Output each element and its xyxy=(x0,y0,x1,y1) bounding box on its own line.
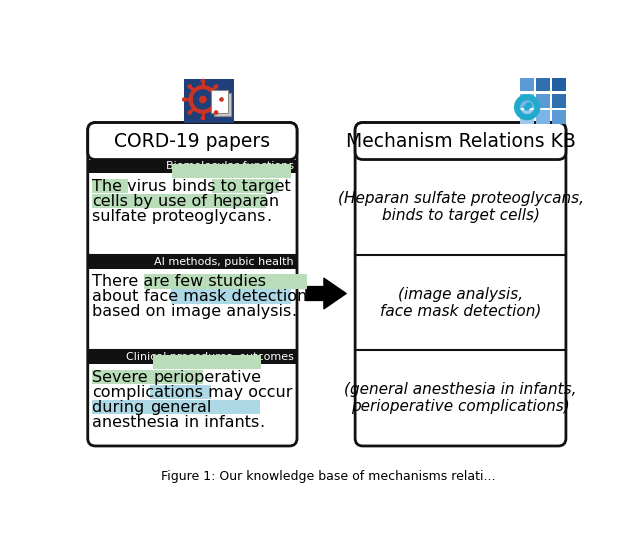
Text: binds to target: binds to target xyxy=(172,179,291,194)
Circle shape xyxy=(199,96,207,103)
Bar xyxy=(88,351,297,364)
Bar xyxy=(552,93,566,107)
Bar xyxy=(212,179,280,193)
Text: complications: complications xyxy=(92,385,204,400)
Text: AI methods, pubic health: AI methods, pubic health xyxy=(154,257,294,267)
Bar xyxy=(88,159,297,174)
Bar xyxy=(92,179,128,193)
Bar xyxy=(536,93,550,107)
Text: .: . xyxy=(260,415,265,430)
Bar xyxy=(144,274,307,289)
FancyBboxPatch shape xyxy=(355,123,566,159)
Circle shape xyxy=(182,97,187,102)
Text: The virus: The virus xyxy=(92,179,172,194)
Bar xyxy=(92,370,204,384)
Bar xyxy=(520,110,534,124)
Circle shape xyxy=(200,79,205,84)
Text: about: about xyxy=(92,289,144,304)
Text: anesthesia in infants: anesthesia in infants xyxy=(92,415,260,430)
Text: by use of: by use of xyxy=(128,194,212,209)
Bar xyxy=(172,164,291,178)
Text: general: general xyxy=(150,400,211,415)
Text: (Heparan sulfate proteoglycans,
binds to target cells): (Heparan sulfate proteoglycans, binds to… xyxy=(337,191,584,223)
Circle shape xyxy=(214,84,218,88)
Text: There are few studies: There are few studies xyxy=(92,274,266,289)
Text: Figure 1: Our knowledge base of mechanisms relati...: Figure 1: Our knowledge base of mechanis… xyxy=(161,470,495,483)
Circle shape xyxy=(188,84,192,88)
Text: Mechanism Relations KB: Mechanism Relations KB xyxy=(346,132,575,150)
Text: cells: cells xyxy=(92,194,128,209)
Text: .: . xyxy=(266,209,271,224)
FancyBboxPatch shape xyxy=(88,123,297,446)
Text: CORD-19 papers: CORD-19 papers xyxy=(115,132,271,150)
Bar xyxy=(184,79,234,123)
Bar xyxy=(150,385,211,399)
Bar xyxy=(520,77,534,91)
Text: image analysis: image analysis xyxy=(171,304,291,319)
Bar xyxy=(536,110,550,124)
Circle shape xyxy=(188,110,192,115)
Text: sulfate proteoglycans: sulfate proteoglycans xyxy=(92,209,266,224)
Bar xyxy=(211,90,228,113)
Bar xyxy=(88,255,297,269)
Circle shape xyxy=(214,110,218,115)
Bar xyxy=(536,77,550,91)
Circle shape xyxy=(219,97,224,102)
FancyBboxPatch shape xyxy=(88,123,297,159)
Text: based on: based on xyxy=(92,304,171,319)
Text: .: . xyxy=(291,304,296,319)
FancyArrowPatch shape xyxy=(306,278,346,309)
Text: face mask detection: face mask detection xyxy=(144,289,307,304)
Bar xyxy=(153,354,261,369)
Text: (general anesthesia in infants,
perioperative complications): (general anesthesia in infants, perioper… xyxy=(344,382,577,414)
Bar xyxy=(214,93,231,117)
Text: may occur: may occur xyxy=(204,385,293,400)
Bar xyxy=(214,93,231,117)
FancyBboxPatch shape xyxy=(355,123,566,446)
Bar xyxy=(520,93,534,107)
Bar xyxy=(171,289,291,304)
Text: Clinical procedures, outcomes: Clinical procedures, outcomes xyxy=(126,352,294,362)
Bar xyxy=(92,194,266,208)
Text: during: during xyxy=(92,400,150,415)
Text: perioperative: perioperative xyxy=(153,370,261,385)
Bar xyxy=(92,400,260,414)
Text: Severe: Severe xyxy=(92,370,153,385)
Circle shape xyxy=(200,116,205,120)
Bar xyxy=(552,110,566,124)
Text: (image analysis,
face mask detection): (image analysis, face mask detection) xyxy=(380,286,541,319)
Text: Biomolecular functions: Biomolecular functions xyxy=(166,161,294,171)
Text: heparan: heparan xyxy=(212,194,280,209)
Bar xyxy=(552,77,566,91)
